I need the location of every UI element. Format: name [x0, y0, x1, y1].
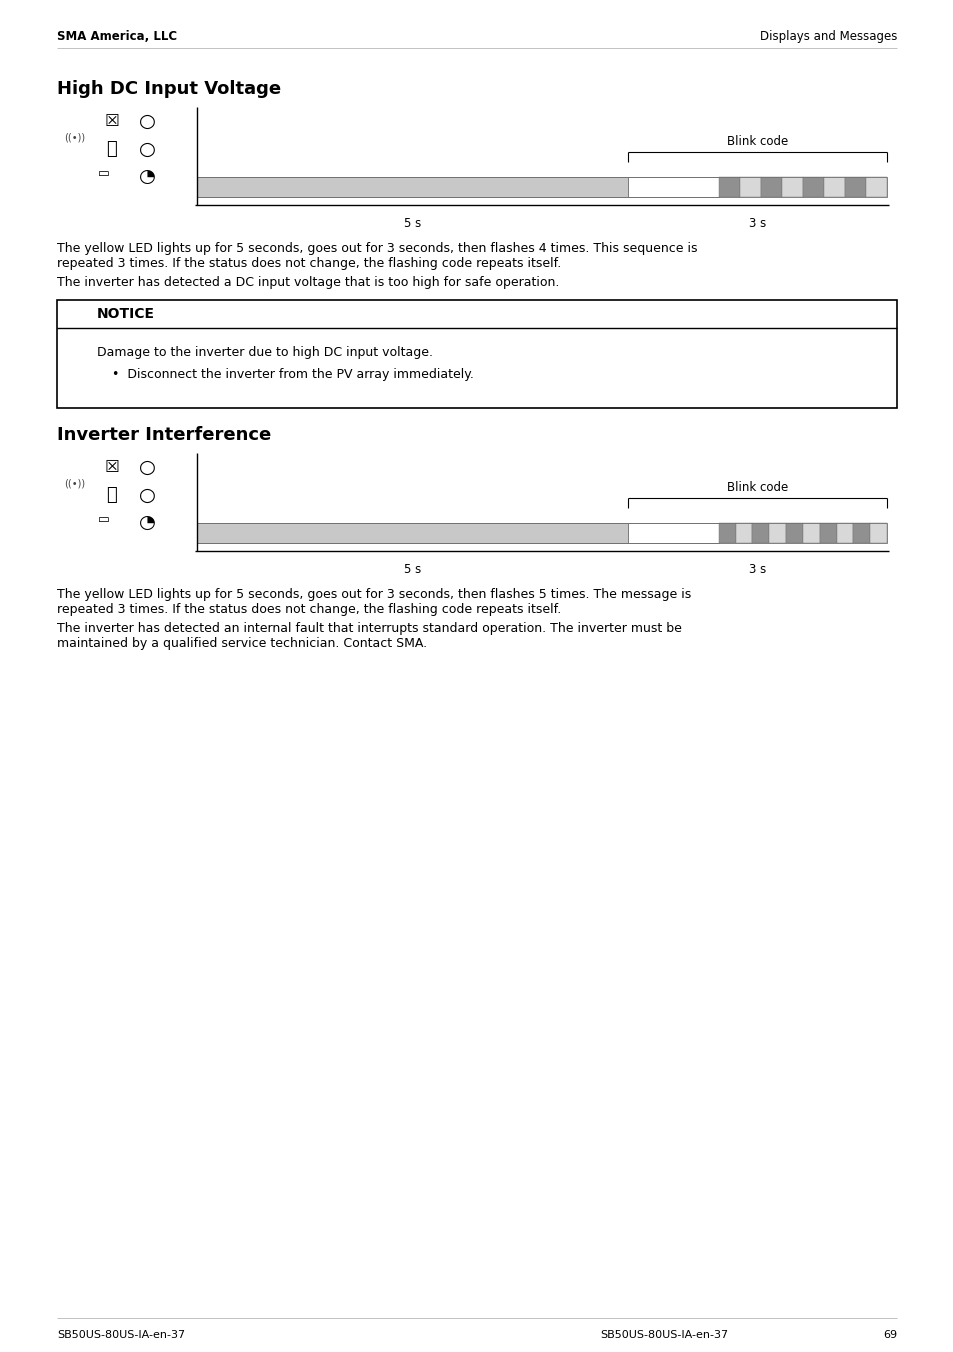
Text: ⏚: ⏚ [107, 485, 117, 504]
Bar [628, 523, 718, 544]
Text: Damage to the inverter due to high DC input voltage.: Damage to the inverter due to high DC in… [97, 346, 433, 360]
Text: Displays and Messages: Displays and Messages [759, 30, 896, 43]
Bar [844, 177, 865, 197]
Text: ▭: ▭ [98, 168, 110, 180]
Bar [836, 523, 853, 544]
Text: SB50US-80US-IA-en-37: SB50US-80US-IA-en-37 [599, 1330, 727, 1340]
Bar [869, 523, 886, 544]
Text: ◔: ◔ [138, 168, 155, 187]
Text: ○: ○ [138, 141, 155, 160]
Bar [718, 523, 735, 544]
Text: ☒: ☒ [105, 458, 119, 476]
Text: The yellow LED lights up for 5 seconds, goes out for 3 seconds, then flashes 5 t: The yellow LED lights up for 5 seconds, … [57, 588, 691, 617]
Bar [628, 177, 718, 197]
Text: SMA America, LLC: SMA America, LLC [57, 30, 177, 43]
Text: The inverter has detected a DC input voltage that is too high for safe operation: The inverter has detected a DC input vol… [57, 276, 558, 289]
Bar [760, 177, 781, 197]
Bar [196, 523, 628, 544]
Bar [196, 177, 628, 197]
Text: 5 s: 5 s [403, 218, 421, 230]
Text: The yellow LED lights up for 5 seconds, goes out for 3 seconds, then flashes 4 t: The yellow LED lights up for 5 seconds, … [57, 242, 697, 270]
Text: ○: ○ [138, 458, 155, 477]
Bar [57, 300, 896, 408]
Bar [196, 177, 886, 197]
Text: •  Disconnect the inverter from the PV array immediately.: • Disconnect the inverter from the PV ar… [112, 368, 474, 381]
Text: The inverter has detected an internal fault that interrupts standard operation. : The inverter has detected an internal fa… [57, 622, 681, 650]
Text: Blink code: Blink code [726, 135, 787, 147]
Text: 3 s: 3 s [748, 562, 765, 576]
Bar [740, 177, 760, 197]
Bar [819, 523, 836, 544]
Text: NOTICE: NOTICE [97, 307, 154, 320]
Text: ▭: ▭ [98, 512, 110, 526]
Bar [196, 523, 886, 544]
Text: Inverter Interference: Inverter Interference [57, 426, 271, 443]
Text: ○: ○ [138, 112, 155, 131]
Bar [853, 523, 869, 544]
Text: ⏚: ⏚ [107, 141, 117, 158]
Bar [768, 523, 785, 544]
Text: 69: 69 [882, 1330, 896, 1340]
Text: ((•)): ((•)) [65, 479, 86, 488]
Text: ☒: ☒ [105, 112, 119, 130]
Text: High DC Input Voltage: High DC Input Voltage [57, 80, 281, 97]
Bar [735, 523, 752, 544]
Bar [718, 177, 740, 197]
Text: 5 s: 5 s [403, 562, 421, 576]
Text: 3 s: 3 s [748, 218, 765, 230]
Bar [802, 177, 823, 197]
Bar [823, 177, 844, 197]
Text: SB50US-80US-IA-en-37: SB50US-80US-IA-en-37 [57, 1330, 185, 1340]
Text: ◔: ◔ [138, 512, 155, 531]
Bar [865, 177, 886, 197]
Bar [752, 523, 768, 544]
Bar [781, 177, 802, 197]
Text: Blink code: Blink code [726, 481, 787, 493]
Text: ((•)): ((•)) [65, 132, 86, 142]
Bar [785, 523, 802, 544]
Bar [802, 523, 819, 544]
Text: ○: ○ [138, 485, 155, 506]
